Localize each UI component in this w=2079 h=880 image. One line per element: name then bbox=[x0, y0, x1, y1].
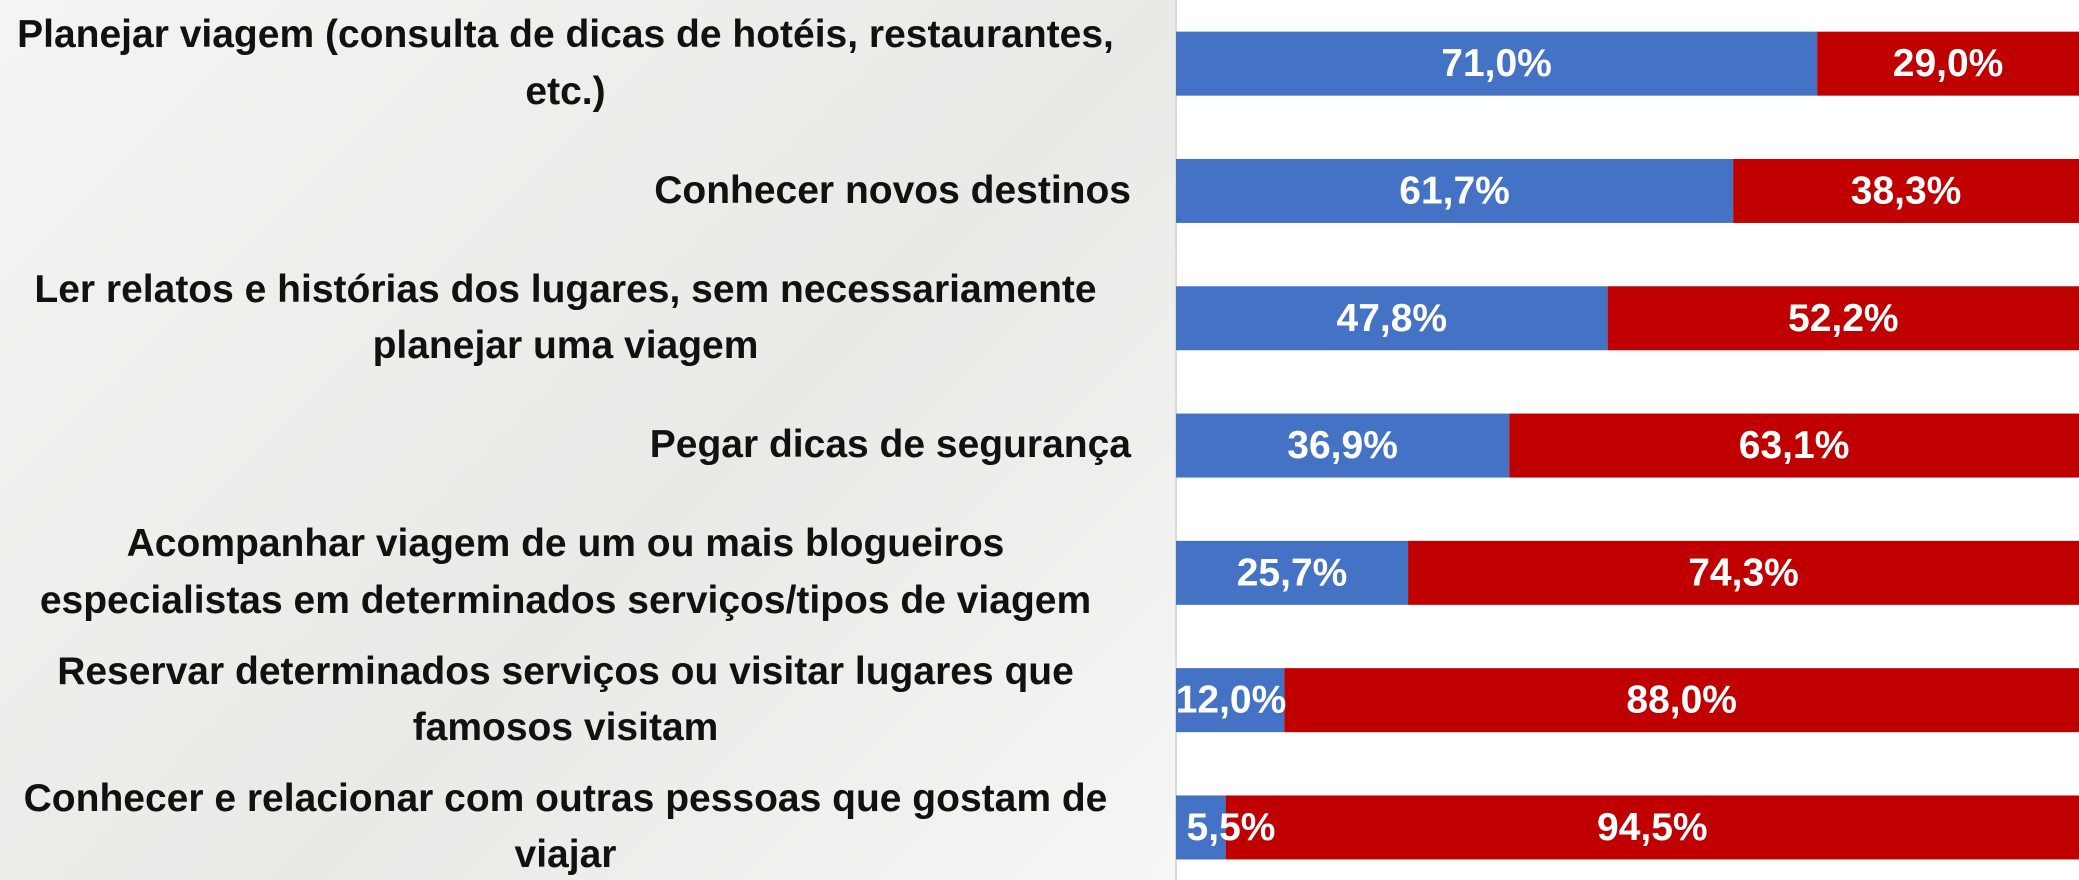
bar-segment bbox=[1176, 158, 1734, 223]
category-label-box: Conhecer novos destinos bbox=[0, 131, 1131, 251]
category-label-box: Conhecer e relacionar com outras pessoas… bbox=[0, 767, 1131, 880]
bar-segment bbox=[1225, 795, 2079, 860]
value-label: 71,0% bbox=[1441, 42, 1552, 85]
value-label: 63,1% bbox=[1739, 424, 1850, 467]
category-label-box: Acompanhar viagem de um ou mais blogueir… bbox=[0, 513, 1131, 633]
bar-segment bbox=[1408, 540, 2079, 605]
bar-segment bbox=[1176, 413, 1510, 478]
category-label: Pegar dicas de segurança bbox=[649, 423, 1131, 467]
value-label: 38,3% bbox=[1851, 169, 1962, 212]
category-label: Planejar viagem (consulta de dicas de ho… bbox=[17, 13, 1114, 113]
value-label: 29,0% bbox=[1893, 42, 2004, 85]
category-label: Reservar determinados serviços ou visita… bbox=[57, 649, 1074, 750]
category-label-box: Planejar viagem (consulta de dicas de ho… bbox=[0, 4, 1131, 124]
bar-segment bbox=[1176, 540, 1409, 605]
category-label: Acompanhar viagem de um ou mais blogueir… bbox=[39, 522, 1092, 622]
category-label-box: Pegar dicas de segurança bbox=[0, 386, 1131, 506]
bar-segment bbox=[1176, 31, 1818, 96]
bar-segment bbox=[1176, 795, 1226, 860]
value-label: 5,5% bbox=[1187, 806, 1276, 849]
value-label: 52,2% bbox=[1788, 297, 1899, 340]
category-label: Ler relatos e histórias dos lugares, sem… bbox=[34, 267, 1097, 368]
category-label: Conhecer e relacionar com outras pessoas… bbox=[23, 776, 1108, 877]
category-label-box: Reservar determinados serviços ou visita… bbox=[0, 640, 1131, 760]
value-label: 61,7% bbox=[1399, 169, 1510, 212]
value-label: 94,5% bbox=[1597, 806, 1708, 849]
bar-segment bbox=[1607, 286, 2079, 351]
value-label: 88,0% bbox=[1626, 679, 1737, 722]
value-label: 25,7% bbox=[1237, 551, 1348, 594]
category-label-box: Ler relatos e histórias dos lugares, sem… bbox=[0, 258, 1131, 378]
value-label: 74,3% bbox=[1688, 551, 1799, 594]
bar-segment bbox=[1176, 668, 1285, 733]
value-label: 12,0% bbox=[1176, 679, 1287, 722]
category-label: Conhecer novos destinos bbox=[654, 168, 1131, 212]
bar-segment bbox=[1509, 413, 2079, 478]
bar-segment bbox=[1176, 286, 1608, 351]
bar-segment bbox=[1733, 158, 2079, 223]
bar-segment bbox=[1817, 31, 2079, 96]
value-label: 36,9% bbox=[1287, 424, 1398, 467]
bar-segment bbox=[1284, 668, 2079, 733]
value-label: 47,8% bbox=[1337, 297, 1448, 340]
